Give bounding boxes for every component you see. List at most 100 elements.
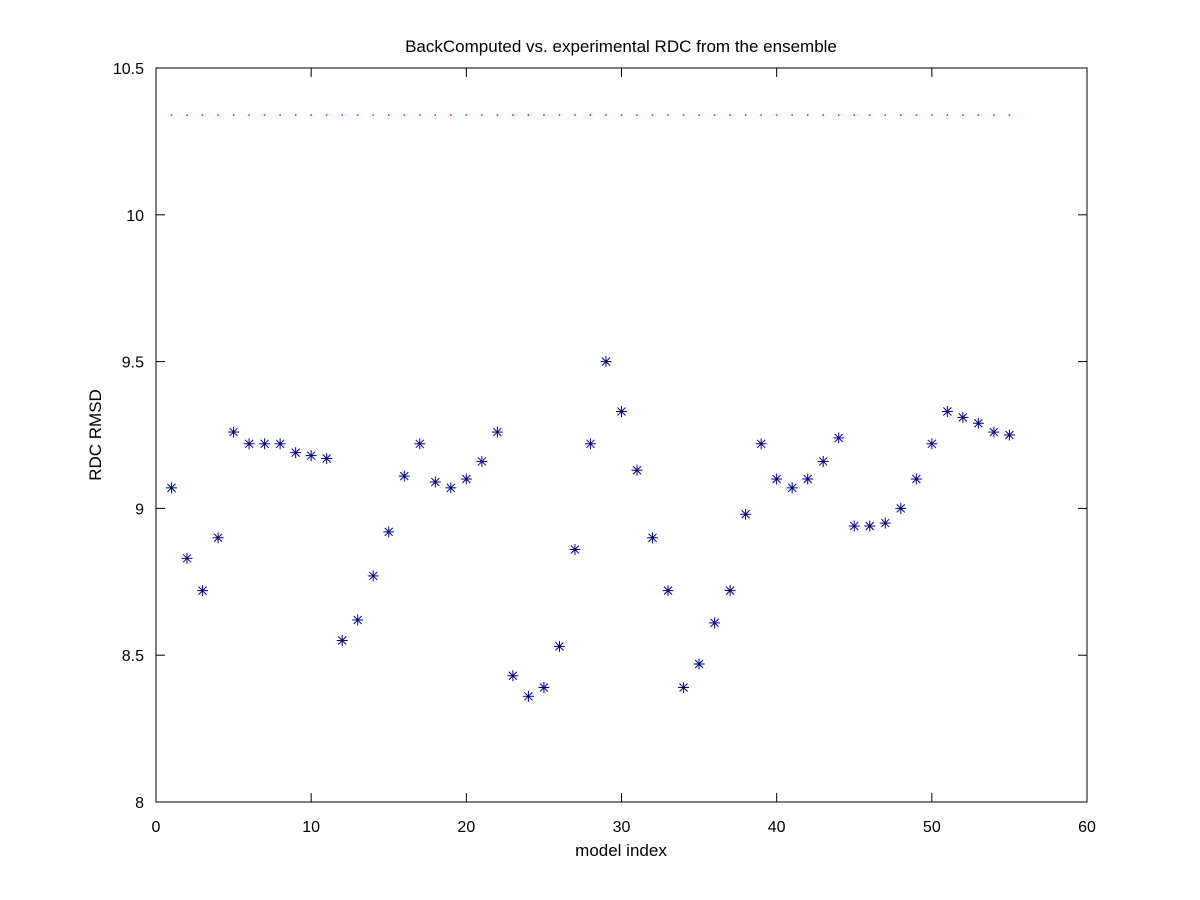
reference-point: [946, 114, 949, 116]
data-point: [926, 438, 938, 450]
data-point: [631, 464, 643, 476]
reference-point: [775, 114, 778, 116]
data-point: [817, 455, 829, 467]
data-point: [709, 617, 721, 629]
reference-point: [791, 114, 793, 116]
data-point: [616, 406, 627, 418]
reference-series: [170, 114, 1011, 116]
x-axis-label: model index: [575, 841, 667, 860]
reference-point: [682, 114, 685, 116]
plot-area-frame: [155, 67, 1088, 803]
data-point: [476, 455, 488, 467]
reference-point: [558, 114, 561, 116]
data-point: [957, 411, 969, 423]
data-point: [864, 520, 876, 532]
reference-point: [822, 114, 824, 116]
data-point: [833, 432, 845, 444]
y-tick-label: 8.5: [122, 648, 144, 665]
reference-point: [294, 114, 297, 116]
data-point: [259, 438, 271, 450]
reference-point: [574, 114, 576, 116]
reference-point: [372, 114, 374, 116]
data-point: [429, 476, 441, 488]
data-point: [305, 450, 317, 462]
data-point: [398, 470, 410, 482]
reference-point: [636, 114, 638, 116]
reference-point: [403, 114, 406, 116]
data-point: [383, 526, 395, 538]
y-tick-label: 10: [126, 208, 144, 225]
data-point: [988, 426, 1000, 438]
data-point: [647, 532, 659, 544]
data-point: [243, 438, 255, 450]
y-tick-label: 10.5: [113, 61, 144, 78]
reference-point: [806, 114, 809, 116]
data-point: [802, 473, 814, 485]
data-point: [724, 585, 736, 597]
data-point: [414, 438, 426, 450]
data-points: [166, 114, 1015, 702]
reference-point: [744, 114, 747, 116]
x-tick-label: 0: [152, 819, 161, 836]
data-point: [460, 473, 472, 485]
data-point: [662, 585, 674, 597]
reference-point: [977, 114, 980, 116]
data-point: [848, 520, 860, 532]
data-point: [212, 532, 224, 544]
reference-point: [667, 114, 669, 116]
reference-point: [217, 114, 219, 116]
axis-ticks: 0 10 20 30 40 50 60 8 8.5 9 9.5 10 10.5: [113, 61, 1096, 836]
reference-point: [869, 114, 871, 116]
x-tick-label: 40: [768, 819, 786, 836]
reference-point: [698, 114, 700, 116]
reference-point: [465, 114, 468, 116]
reference-point: [915, 114, 918, 116]
data-point: [584, 438, 596, 450]
reference-point: [496, 114, 499, 116]
reference-point: [713, 114, 716, 116]
reference-point: [248, 114, 250, 116]
y-tick-label: 9: [135, 501, 144, 518]
reference-point: [993, 114, 995, 116]
data-point: [678, 681, 690, 693]
data-point: [445, 482, 457, 494]
x-tick-label: 30: [613, 819, 631, 836]
data-point: [228, 426, 240, 438]
data-point: [181, 552, 193, 564]
reference-point: [450, 114, 452, 116]
x-tick-label: 50: [923, 819, 941, 836]
reference-point: [931, 114, 933, 116]
data-point: [336, 635, 348, 647]
reference-point: [481, 114, 483, 116]
data-point: [879, 517, 891, 529]
data-point: [352, 614, 364, 626]
reference-point: [527, 114, 530, 116]
x-tick-label: 10: [302, 819, 320, 836]
reference-point: [186, 114, 188, 116]
data-point: [1003, 429, 1015, 441]
data-point: [367, 570, 379, 582]
data-point: [771, 473, 783, 485]
data-point: [693, 658, 705, 670]
reference-point: [263, 114, 266, 116]
data-point: [569, 544, 581, 556]
data-point: [507, 670, 519, 682]
reference-point: [170, 114, 173, 116]
reference-point: [279, 114, 281, 116]
y-axis-label: RDC RMSD: [86, 389, 105, 481]
chart-title: BackComputed vs. experimental RDC from t…: [405, 37, 837, 56]
reference-point: [853, 114, 855, 116]
reference-point: [434, 114, 437, 116]
reference-point: [543, 114, 545, 116]
reference-point: [605, 114, 607, 116]
reference-point: [512, 114, 514, 116]
data-point: [522, 690, 534, 702]
reference-point: [620, 114, 623, 116]
reference-point: [900, 114, 902, 116]
data-point: [910, 473, 922, 485]
data-point: [166, 482, 178, 494]
reference-point: [1008, 114, 1011, 116]
x-tick-label: 20: [457, 819, 475, 836]
reference-point: [201, 114, 204, 116]
data-point: [274, 438, 286, 450]
